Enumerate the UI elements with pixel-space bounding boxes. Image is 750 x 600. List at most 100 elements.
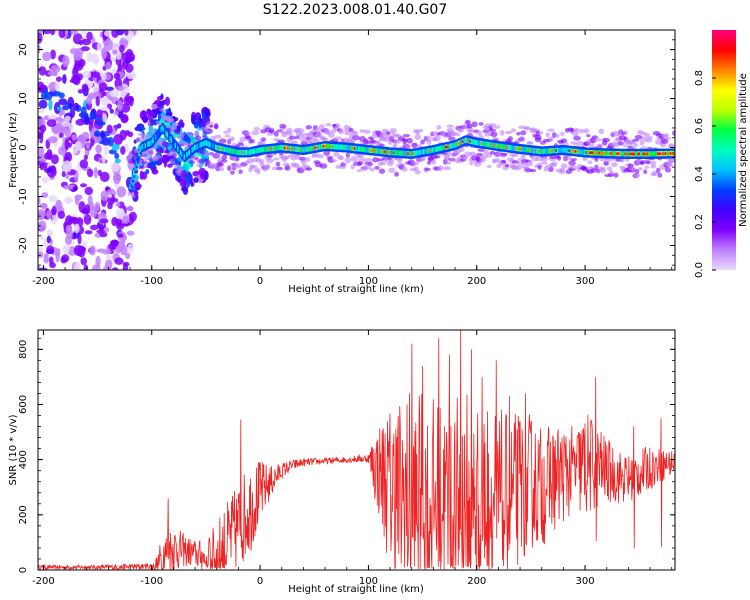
spectrogram-cell [124, 30, 129, 36]
spectrogram-cell [472, 139, 475, 145]
spectrogram-cell [516, 132, 521, 136]
spectrogram-cell [486, 141, 489, 147]
spectrogram-cell [143, 143, 146, 149]
spectrogram-cell [372, 147, 375, 154]
spectrogram-cell [240, 149, 244, 156]
spectrogram-cell [602, 151, 605, 155]
spectrogram-cell [170, 153, 178, 158]
spectrogram-cell [161, 154, 168, 164]
spectrogram-cell [41, 176, 50, 184]
spectrogram-cell [65, 224, 73, 232]
spectrogram-cell [630, 152, 634, 156]
spectrogram-cell [101, 47, 108, 60]
spectrogram-cell [664, 136, 671, 140]
spectrogram-cell [325, 122, 332, 127]
spectrogram-cell [111, 143, 120, 151]
spectrogram-cell [586, 134, 591, 138]
spectrogram-cell [469, 139, 473, 143]
spectrogram-cell [131, 193, 136, 199]
spectrogram-cell [258, 159, 265, 164]
spectrogram-cell [366, 147, 370, 153]
spectrogram-cell [437, 165, 444, 172]
spectrogram-cell [456, 141, 460, 147]
spectrogram-cell [347, 145, 350, 151]
spectrogram-cell [621, 151, 625, 157]
spectrogram-cell [548, 166, 554, 173]
spectrogram-cell [369, 167, 375, 172]
spectrogram-cell [665, 152, 669, 155]
spectrogram-cell [64, 138, 70, 151]
spectrogram-cell [55, 199, 62, 211]
spectrogram-cell [381, 148, 384, 155]
spectrogram-y-axis-label: Frequency (Hz) [8, 112, 19, 188]
spectrogram-cell [199, 122, 207, 128]
spectrogram-cell [260, 147, 263, 153]
spectrogram-x-tick-label: 200 [467, 276, 486, 287]
spectrogram-cell [256, 147, 259, 154]
spectrogram-cell [87, 195, 93, 207]
spectrogram-cell [541, 161, 548, 165]
spectrogram-cell [493, 143, 496, 147]
spectrogram-cell [443, 166, 451, 171]
spectrogram-cell [125, 56, 134, 62]
spectrogram-cell [246, 132, 251, 136]
spectrogram-cell [591, 151, 595, 155]
spectrogram-cell [273, 131, 279, 137]
spectrogram-x-tick-label: -100 [140, 276, 163, 287]
spectrogram-cell [420, 149, 423, 155]
spectrogram-cell [80, 246, 87, 252]
spectrogram-cell [305, 167, 313, 171]
spectrogram-cell [80, 46, 90, 52]
spectrogram-cell [73, 51, 83, 61]
spectrogram-cell [243, 149, 246, 156]
spectrogram-cell [74, 141, 82, 151]
spectrogram-cell [153, 135, 157, 142]
spectrogram-cell [46, 210, 52, 219]
spectrogram-cell [167, 117, 175, 123]
spectrogram-cell [368, 147, 371, 153]
spectrogram-cell [478, 122, 484, 126]
spectrogram-cell [282, 145, 285, 151]
spectrogram-cell [278, 145, 281, 151]
spectrogram-cell [160, 127, 163, 133]
spectrogram-cell [151, 103, 158, 110]
spectrogram-cell [120, 103, 131, 113]
spectrogram-cell [158, 128, 162, 135]
spectrogram-cell [610, 152, 613, 155]
spectrogram-cell [89, 245, 96, 256]
spectrogram-cell [586, 149, 590, 156]
spectrogram-cell [573, 135, 581, 141]
spectrogram-cell [171, 139, 175, 145]
spectrogram-cell [222, 147, 226, 151]
spectrogram-x-tick-label: 300 [576, 276, 595, 287]
spectrogram-cell [333, 144, 336, 150]
spectrogram-cell [137, 165, 145, 170]
spectrogram-cell [80, 30, 88, 35]
spectrogram-cell [448, 136, 456, 141]
spectrogram-cell [230, 170, 235, 175]
spectrogram-cell [525, 147, 528, 153]
spectrogram-cell [342, 144, 345, 150]
spectrogram-cell [312, 146, 315, 150]
spectrogram-cell [335, 164, 341, 169]
spectrogram-cell [643, 152, 647, 156]
spectrogram-cell [368, 161, 373, 167]
spectrogram-cell [431, 147, 435, 153]
spectrogram-cell [450, 157, 457, 162]
spectrogram-cell [346, 145, 349, 151]
spectrogram-cell [668, 152, 671, 155]
spectrogram-cell [507, 146, 510, 149]
spectrogram-cell [500, 129, 505, 136]
spectrogram-cell [623, 151, 626, 157]
spectrogram-cell [132, 170, 136, 176]
spectrogram-cell [230, 136, 235, 141]
spectrogram-cell [139, 146, 142, 152]
spectrogram-cell [129, 184, 132, 190]
snr-x-tick-label: -200 [32, 576, 55, 587]
spectrogram-cell [229, 147, 232, 154]
spectrogram-cell [338, 144, 341, 150]
spectrogram-cell [463, 138, 466, 144]
spectrogram-cell [528, 148, 531, 152]
spectrogram-cell [389, 151, 392, 154]
